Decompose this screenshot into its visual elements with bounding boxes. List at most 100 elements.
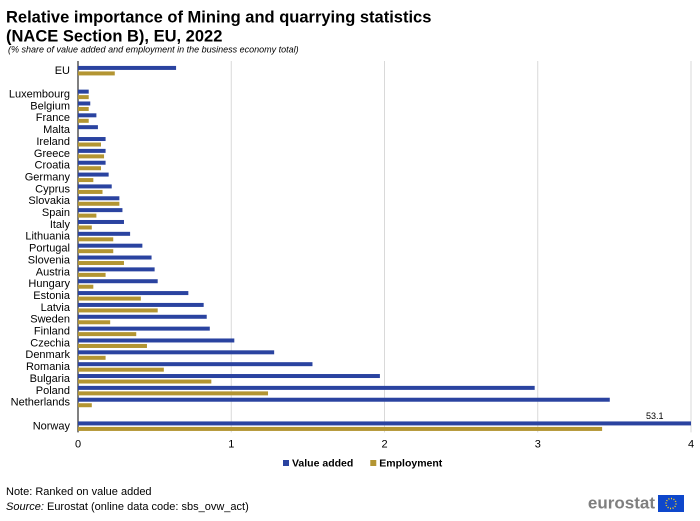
bar [78, 166, 101, 171]
bar [78, 196, 120, 201]
y-tick-label: Luxembourg [9, 89, 70, 101]
bar [78, 249, 114, 254]
source-text: Eurostat (online data code: sbs_ovw_act) [44, 501, 249, 513]
bar [78, 201, 120, 206]
legend-label: Value added [292, 457, 353, 469]
y-tick-label: Malta [43, 124, 71, 136]
bar [78, 421, 691, 426]
bar [78, 284, 94, 289]
y-tick-label: Denmark [25, 349, 70, 361]
logo-flag [658, 495, 684, 512]
y-tick-label: Slovenia [28, 254, 71, 266]
y-tick-label: Bulgaria [30, 373, 71, 385]
source: Source: Eurostat (online data code: sbs_… [6, 501, 249, 513]
bar [78, 267, 155, 272]
y-tick-label: Germany [25, 171, 71, 183]
bar [78, 379, 212, 384]
bar [78, 184, 112, 189]
bar [78, 118, 89, 123]
bar [78, 397, 610, 402]
y-tick-label: Latvia [41, 302, 71, 314]
y-tick-label: Romania [26, 361, 71, 373]
bar [78, 95, 89, 100]
y-tick-label: Ireland [36, 136, 70, 148]
y-tick-label: Greece [34, 148, 70, 160]
bar [78, 279, 158, 284]
y-tick-label: Estonia [33, 290, 71, 302]
bar [78, 385, 535, 390]
bar [78, 65, 177, 70]
y-tick-label: Austria [36, 266, 71, 278]
bar [78, 291, 189, 296]
bar [78, 403, 92, 408]
y-tick-label: Belgium [30, 100, 70, 112]
y-tick-label: Croatia [35, 160, 71, 172]
bar [78, 160, 106, 165]
bar [78, 208, 123, 213]
y-tick-label: Czechia [30, 337, 71, 349]
y-tick-label: Portugal [29, 243, 70, 255]
bar [78, 178, 94, 183]
y-tick-label: EU [55, 65, 70, 77]
bar [78, 391, 269, 396]
y-tick-label: Spain [42, 207, 70, 219]
bar [78, 426, 603, 431]
bar [78, 308, 158, 313]
bar [78, 320, 111, 325]
x-tick-label: 0 [75, 438, 81, 450]
chart-title: (NACE Section B), EU, 2022 [6, 27, 222, 45]
y-tick-label: Sweden [30, 314, 70, 326]
bar [78, 154, 105, 159]
bar [78, 142, 101, 147]
bar [78, 367, 164, 372]
bar [78, 343, 147, 348]
bar [78, 261, 124, 266]
bar [78, 89, 89, 94]
legend-label: Employment [379, 457, 443, 469]
x-tick-label: 1 [228, 438, 234, 450]
y-tick-label: Poland [36, 385, 70, 397]
data-label: 53.1 [646, 411, 664, 421]
bar [78, 106, 89, 111]
y-tick-label: Hungary [28, 278, 70, 290]
y-tick-label: Slovakia [28, 195, 70, 207]
bar [78, 243, 143, 248]
bar [78, 148, 106, 153]
y-tick-label: Cyprus [35, 183, 70, 195]
source-label: Source: [6, 501, 44, 513]
bar [78, 362, 313, 367]
bar [78, 137, 106, 142]
y-tick-label: Netherlands [11, 397, 71, 409]
bar [78, 374, 380, 379]
logo: eurostat [588, 493, 655, 512]
y-tick-label: Lithuania [25, 231, 71, 243]
bar [78, 332, 137, 337]
y-tick-label: Finland [34, 326, 70, 338]
bar [78, 189, 103, 194]
bar [78, 231, 131, 236]
chart-title: Relative importance of Mining and quarry… [6, 8, 431, 26]
bar [78, 302, 204, 307]
note: Note: Ranked on value added [6, 486, 152, 498]
bar [78, 272, 106, 277]
chart-subtitle: (% share of value added and employment i… [8, 44, 299, 54]
bar [78, 326, 210, 331]
bar [78, 296, 141, 301]
bar [78, 71, 115, 76]
x-tick-label: 2 [381, 438, 387, 450]
bar [78, 213, 97, 218]
x-tick-label: 3 [535, 438, 541, 450]
y-tick-label: Italy [50, 219, 71, 231]
x-tick-label: 4 [688, 438, 694, 450]
bar [78, 225, 92, 230]
bar [78, 338, 235, 343]
bar [78, 113, 97, 118]
bar [78, 355, 106, 360]
y-tick-label: Norway [33, 420, 71, 432]
plot-area [78, 65, 691, 431]
bar [78, 255, 152, 260]
bar [78, 314, 207, 319]
bar [78, 350, 275, 355]
bar [78, 101, 91, 106]
